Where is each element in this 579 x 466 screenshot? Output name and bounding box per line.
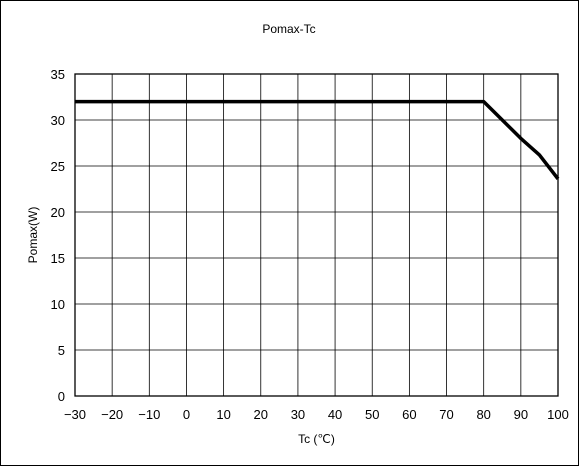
x-tick-label: 70 [439, 407, 453, 422]
x-tick-label: 30 [291, 407, 305, 422]
y-tick-label: 20 [51, 205, 65, 220]
series-layer [75, 99, 560, 180]
x-tick-label: 90 [514, 407, 528, 422]
y-tick-label: 35 [51, 67, 65, 82]
y-tick-label: 30 [51, 113, 65, 128]
x-tick-label: 100 [547, 407, 569, 422]
tick-labels: −30 −20 −10 0 10 20 30 40 50 60 70 80 90 100 0 5 10 15 20 2… [51, 67, 569, 422]
chart-title: Pomax-Tc [262, 22, 315, 36]
y-tick-label: 0 [58, 389, 65, 404]
y-tick-label: 10 [51, 297, 65, 312]
grid-lines [75, 74, 558, 396]
x-tick-label: −30 [64, 407, 86, 422]
plot-area [74, 73, 559, 397]
x-tick-label: 40 [328, 407, 342, 422]
x-tick-label: 20 [254, 407, 268, 422]
x-tick-label: 60 [402, 407, 416, 422]
y-axis-title: Pomax(W) [26, 207, 40, 264]
x-tick-label: −20 [101, 407, 123, 422]
series-line [75, 99, 560, 180]
x-axis-title: Tc (℃) [298, 432, 335, 446]
x-tick-label: 0 [183, 407, 190, 422]
y-tick-label: 5 [58, 343, 65, 358]
x-tick-label: −10 [138, 407, 160, 422]
x-tick-label: 10 [216, 407, 230, 422]
y-tick-label: 15 [51, 251, 65, 266]
x-tick-label: 50 [365, 407, 379, 422]
y-tick-label: 25 [51, 159, 65, 174]
x-tick-label: 80 [476, 407, 490, 422]
